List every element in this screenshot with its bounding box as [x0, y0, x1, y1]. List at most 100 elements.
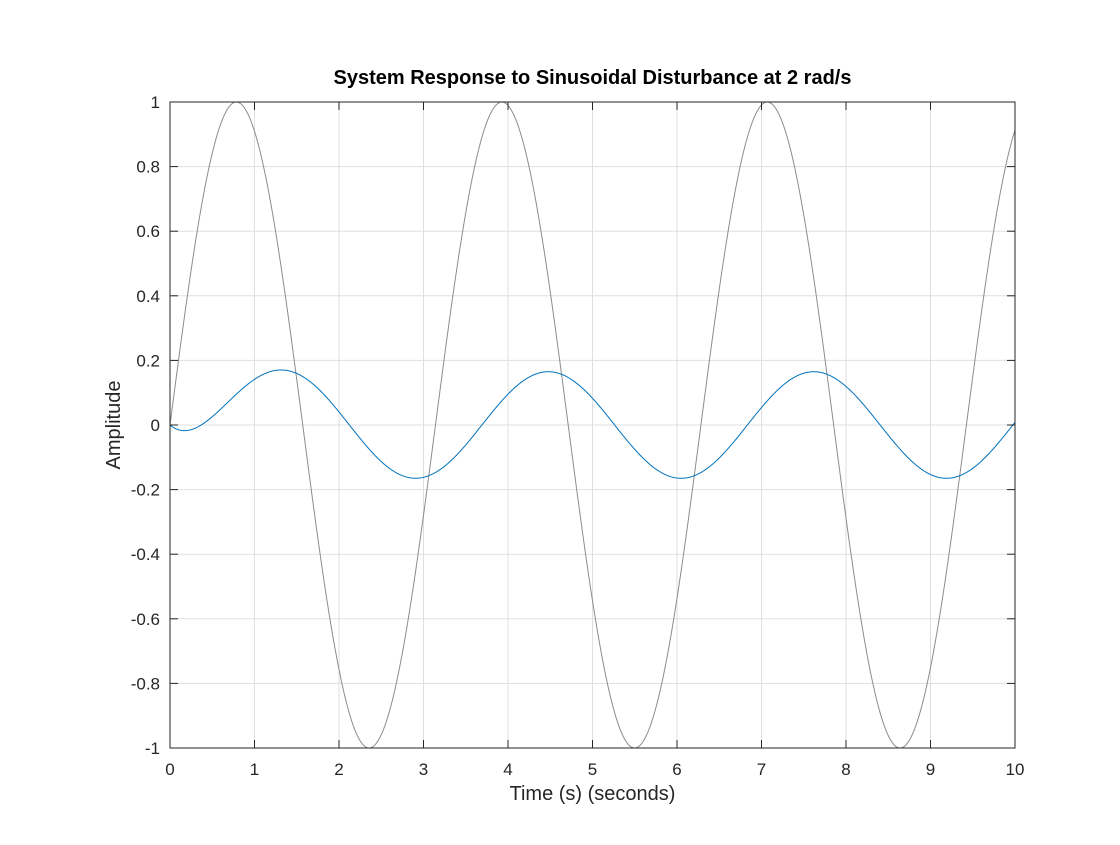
x-tick-label: 2 — [334, 760, 343, 779]
data-point — [697, 445, 700, 448]
x-tick-label: 9 — [926, 760, 935, 779]
data-point — [211, 152, 214, 155]
data-point — [507, 374, 510, 377]
data-point — [887, 734, 890, 737]
series-0 — [169, 101, 1016, 749]
data-point — [908, 738, 911, 741]
x-tick-label: 10 — [1006, 760, 1025, 779]
series-1 — [169, 369, 1016, 479]
x-tick-label: 3 — [419, 760, 428, 779]
x-tick-label: 1 — [250, 760, 259, 779]
data-point — [591, 599, 594, 602]
y-tick-label: -0.4 — [131, 545, 160, 564]
data-point — [528, 387, 531, 390]
data-point — [781, 375, 784, 378]
data-point — [253, 130, 256, 133]
data-point — [971, 375, 974, 378]
x-tick-label: 8 — [841, 760, 850, 779]
data-point — [992, 467, 995, 470]
data-point — [654, 476, 657, 479]
data-point — [992, 228, 995, 231]
y-tick-label: 0.6 — [136, 222, 160, 241]
data-point — [570, 448, 573, 451]
data-point — [295, 461, 298, 464]
data-point — [612, 466, 615, 469]
x-tick-label: 6 — [672, 760, 681, 779]
data-point — [570, 427, 573, 430]
data-point — [739, 164, 742, 167]
data-point — [802, 370, 805, 373]
data-point — [697, 451, 700, 454]
data-point — [316, 537, 319, 540]
data-point — [676, 467, 679, 470]
x-tick-label: 7 — [757, 760, 766, 779]
data-point — [422, 514, 425, 517]
series-line-1 — [169, 369, 1016, 479]
chart-title: System Response to Sinusoidal Disturbanc… — [334, 67, 852, 89]
series-line-0 — [169, 101, 1016, 749]
data-point — [654, 706, 657, 709]
data-point — [950, 476, 953, 479]
data-point — [359, 467, 362, 470]
data-point — [401, 431, 404, 434]
data-point — [295, 378, 298, 381]
data-point — [908, 449, 911, 452]
data-point — [443, 390, 446, 393]
data-point — [485, 370, 488, 373]
data-point — [971, 476, 974, 479]
data-point — [887, 427, 890, 430]
data-point — [760, 389, 763, 392]
data-point — [422, 409, 425, 412]
data-point — [274, 441, 277, 444]
x-tick-label: 0 — [165, 760, 174, 779]
x-tick-label: 4 — [503, 760, 512, 779]
data-point — [739, 408, 742, 411]
data-point — [823, 357, 826, 360]
y-tick-label: 1 — [151, 93, 160, 112]
y-tick-label: -1 — [145, 739, 160, 758]
data-point — [380, 452, 383, 455]
data-point — [443, 354, 446, 357]
data-point — [274, 230, 277, 233]
data-point — [190, 269, 193, 272]
data-point — [718, 288, 721, 291]
data-point — [485, 121, 488, 124]
data-point — [845, 387, 848, 390]
y-tick-label: -0.8 — [131, 674, 160, 693]
tick-label-layer: 0 1 2 3 4 5 6 7 8 9 10 -1 -0.8 -0.6 -0.4 -0.2 0 0.2 0.4 0.6… — [131, 93, 1025, 779]
data-point — [823, 374, 826, 377]
data-point — [676, 597, 679, 600]
data-point — [232, 400, 235, 403]
x-tick-label: 5 — [588, 760, 597, 779]
data-point — [380, 733, 383, 736]
y-tick-label: 0.4 — [136, 287, 160, 306]
data-point — [929, 666, 932, 669]
data-point — [401, 652, 404, 655]
data-point — [316, 473, 319, 476]
data-point — [528, 166, 531, 169]
y-tick-label: 0 — [151, 416, 160, 435]
data-point — [464, 211, 467, 214]
data-point — [464, 376, 467, 379]
data-point — [866, 653, 869, 656]
data-point — [211, 384, 214, 387]
data-point — [950, 534, 953, 537]
y-tick-label: 0.2 — [136, 351, 160, 370]
data-point — [845, 517, 848, 520]
data-point — [549, 290, 552, 293]
data-point — [929, 466, 932, 469]
y-tick-label: -0.6 — [131, 610, 160, 629]
y-tick-label: 0.8 — [136, 158, 160, 177]
data-point — [190, 382, 193, 385]
data-point — [781, 121, 784, 124]
data-point — [866, 406, 869, 409]
y-axis-label: Amplitude — [103, 381, 125, 470]
data-point — [359, 739, 362, 742]
x-axis-label: Time (s) (seconds) — [510, 783, 676, 805]
data-point — [338, 668, 341, 671]
series-layer — [169, 101, 1016, 749]
data-point — [718, 430, 721, 433]
data-point — [591, 449, 594, 452]
